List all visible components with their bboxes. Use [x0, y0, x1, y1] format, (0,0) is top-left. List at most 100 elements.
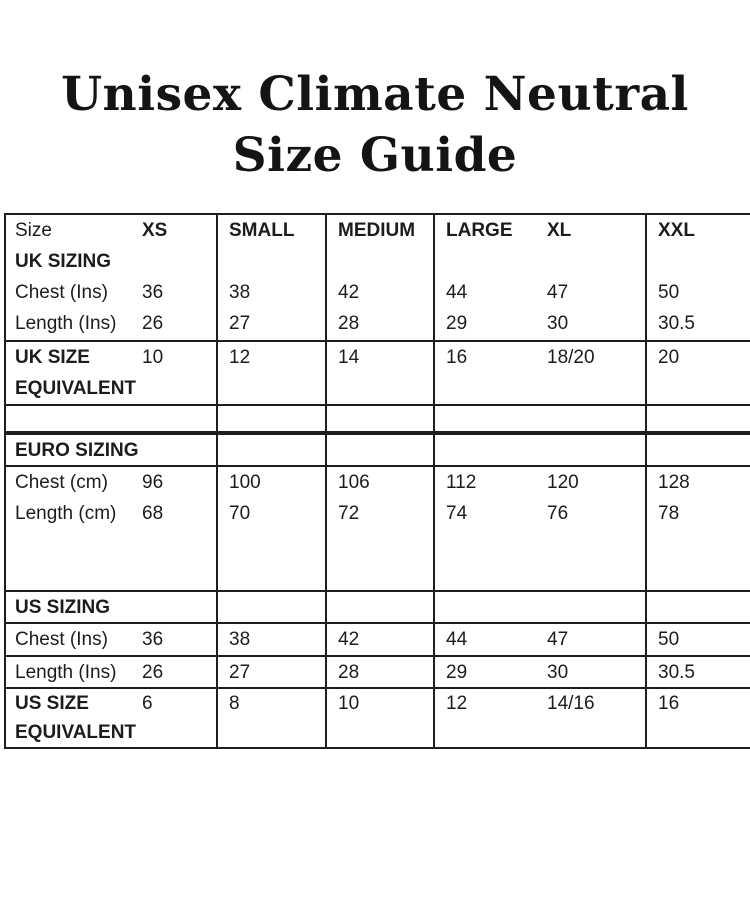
us-chest-value-xxl: 50	[658, 629, 680, 650]
table-block-uk-sizing: Size XS UK SIZING Chest (Ins) 36 Length …	[6, 215, 750, 342]
us-header-empty-cell	[327, 592, 435, 622]
uk-length-value-medium: 28	[338, 313, 360, 334]
us-length-medium-cell: 28	[327, 657, 435, 687]
euro-chest-value-xl: 120	[547, 472, 579, 493]
us-equiv-label-cell: US SIZE 6 EQUIVALENT	[6, 689, 218, 747]
us-equiv-value-medium: 10	[338, 693, 360, 714]
uk-large-xl-cell: LARGE XL 44 47 29 30	[435, 215, 647, 340]
uk-equiv-value-xs: 10	[142, 347, 164, 368]
us-header-empty-cell	[647, 592, 750, 622]
us-length-value-small: 27	[229, 662, 251, 683]
euro-section-cell: EURO SIZING	[6, 435, 218, 465]
uk-equiv-label-cell: UK SIZE 10 EQUIVALENT	[6, 342, 218, 404]
uk-chest-value-medium: 42	[338, 282, 360, 303]
us-chest-label: Chest (Ins)	[15, 629, 108, 650]
uk-length-value-xxl: 30.5	[658, 313, 695, 334]
column-header-xs: XS	[142, 220, 168, 241]
size-header-label: Size	[15, 220, 52, 241]
euro-small-cell: 100 70	[218, 467, 327, 590]
euro-chest-value-xxl: 128	[658, 472, 690, 493]
us-equiv-value-xxl: 16	[658, 693, 680, 714]
euro-length-value-xs: 68	[142, 503, 164, 524]
page-title: Unisex Climate Neutral Size Guide	[0, 0, 750, 186]
uk-length-value-large: 29	[446, 313, 468, 334]
euro-length-value-small: 70	[229, 503, 251, 524]
uk-equiv-small-cell: 12	[218, 342, 327, 404]
us-header-empty-cell	[218, 592, 327, 622]
euro-header-empty-cell	[218, 435, 327, 465]
euro-chest-value-large: 112	[446, 472, 477, 493]
us-equiv-xxl-cell: 16	[647, 689, 750, 747]
uk-length-label: Length (Ins)	[15, 313, 117, 334]
uk-xxl-cell: XXL 50 30.5	[647, 215, 750, 340]
us-length-label: Length (Ins)	[15, 662, 117, 683]
table-row-uk-size-equivalent: UK SIZE 10 EQUIVALENT 12 14 16 18/20 20	[6, 342, 750, 406]
us-chest-value-large: 44	[446, 629, 468, 650]
spacer-cell	[327, 406, 435, 431]
uk-chest-value-xs: 36	[142, 282, 164, 303]
us-equiv-label-line2: EQUIVALENT	[15, 722, 137, 743]
page-title-line1: Unisex Climate Neutral	[61, 67, 689, 122]
us-chest-medium-cell: 42	[327, 624, 435, 655]
us-chest-label-cell: Chest (Ins) 36	[6, 624, 218, 655]
euro-chest-value-small: 100	[229, 472, 261, 493]
column-header-xxl: XXL	[658, 220, 695, 241]
us-chest-value-small: 38	[229, 629, 251, 650]
us-length-value-medium: 28	[338, 662, 360, 683]
size-guide-table: Size XS UK SIZING Chest (Ins) 36 Length …	[4, 213, 750, 749]
uk-length-line: Length (Ins) 26	[6, 308, 216, 339]
uk-small-cell: SMALL 38 27	[218, 215, 327, 340]
table-row-euro-sizing-header: EURO SIZING	[6, 433, 750, 467]
uk-length-value-small: 27	[229, 313, 251, 334]
us-chest-small-cell: 38	[218, 624, 327, 655]
uk-chest-value-xxl: 50	[658, 282, 680, 303]
column-header-small: SMALL	[229, 220, 295, 241]
column-header-medium: MEDIUM	[338, 220, 416, 241]
us-length-value-large: 29	[446, 662, 468, 683]
euro-medium-cell: 106 72	[327, 467, 435, 590]
us-length-xxl-cell: 30.5	[647, 657, 750, 687]
spacer-cell	[435, 406, 647, 431]
uk-chest-value-xl: 47	[547, 282, 569, 303]
uk-sizing-section-label: UK SIZING	[15, 251, 112, 272]
euro-xxl-cell: 128 78	[647, 467, 750, 590]
us-equiv-value-small: 8	[229, 693, 240, 714]
us-length-value-xxl: 30.5	[658, 662, 695, 683]
uk-length-value-xs: 26	[142, 313, 164, 334]
us-chest-large-xl-cell: 44 47	[435, 624, 647, 655]
us-length-small-cell: 27	[218, 657, 327, 687]
euro-header-empty-cell	[327, 435, 435, 465]
uk-sizing-line: UK SIZING	[6, 246, 216, 277]
us-length-large-xl-cell: 29 30	[435, 657, 647, 687]
uk-equiv-xxl-cell: 20	[647, 342, 750, 404]
us-equiv-value-xl: 14/16	[547, 693, 595, 714]
euro-length-value-large: 74	[446, 503, 468, 524]
us-section-cell: US SIZING	[6, 592, 218, 622]
euro-label-xs-cell: Chest (cm) 96 Length (cm) 68	[6, 467, 218, 590]
column-header-xl: XL	[547, 220, 572, 241]
uk-chest-line: Chest (Ins) 36	[6, 277, 216, 308]
euro-length-value-xl: 76	[547, 503, 569, 524]
page-title-line2: Size Guide	[232, 128, 518, 183]
spacer-cell	[6, 406, 218, 431]
us-chest-value-medium: 42	[338, 629, 360, 650]
us-chest-xxl-cell: 50	[647, 624, 750, 655]
uk-equiv-value-large: 16	[446, 347, 468, 368]
uk-equiv-label-line1: UK SIZE	[15, 347, 90, 368]
uk-equiv-label-line2: EQUIVALENT	[15, 378, 137, 399]
us-header-empty-cell	[435, 592, 647, 622]
euro-large-xl-cell: 112 120 74 76	[435, 467, 647, 590]
table-block-euro-data: Chest (cm) 96 Length (cm) 68 100 70 106 …	[6, 467, 750, 592]
us-equiv-small-cell: 8	[218, 689, 327, 747]
table-row-spacer	[6, 406, 750, 433]
us-equiv-value-xs: 6	[142, 693, 153, 714]
spacer-cell	[647, 406, 750, 431]
euro-sizing-section-label: EURO SIZING	[15, 440, 139, 461]
euro-length-value-medium: 72	[338, 503, 360, 524]
us-equiv-value-large: 12	[446, 693, 468, 714]
uk-label-xs-cell: Size XS UK SIZING Chest (Ins) 36 Length …	[6, 215, 218, 340]
uk-equiv-medium-cell: 14	[327, 342, 435, 404]
euro-length-label: Length (cm)	[15, 503, 117, 524]
euro-length-value-xxl: 78	[658, 503, 680, 524]
euro-chest-value-xs: 96	[142, 472, 164, 493]
